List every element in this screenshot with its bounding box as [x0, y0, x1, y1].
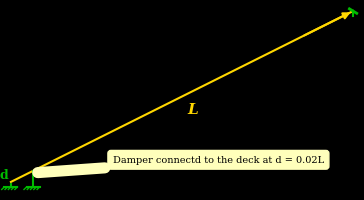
Text: d: d [0, 168, 8, 181]
Text: L: L [187, 102, 198, 116]
Text: Damper connectd to the deck at d = 0.02L: Damper connectd to the deck at d = 0.02L [38, 156, 324, 173]
